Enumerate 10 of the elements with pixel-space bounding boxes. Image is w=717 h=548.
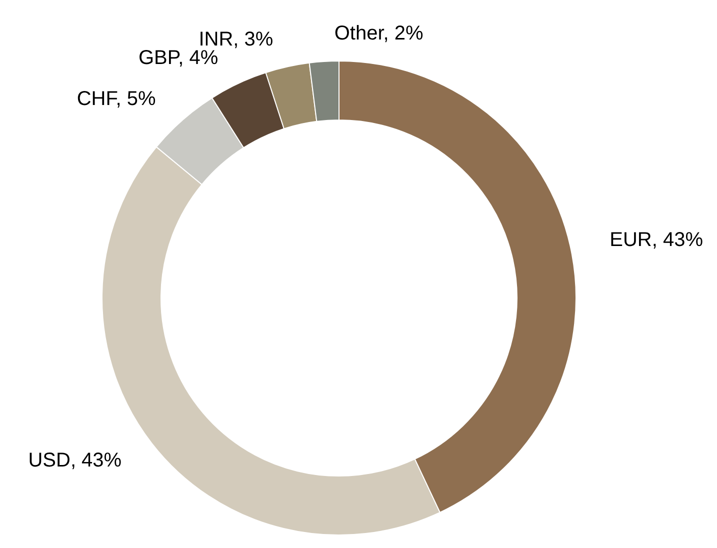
slice-label: Other <box>334 22 385 45</box>
data-label: , 5% <box>116 88 156 110</box>
slice-label: EUR <box>610 229 652 252</box>
data-label: , 43% <box>652 229 704 252</box>
data-label: , 43% <box>70 449 122 472</box>
slice-label: GBP <box>138 47 180 70</box>
slice-label: CHF <box>76 88 118 110</box>
data-label: , 2% <box>383 22 424 45</box>
slice-label: USD <box>28 449 70 472</box>
data-label: , 3% <box>233 28 274 50</box>
